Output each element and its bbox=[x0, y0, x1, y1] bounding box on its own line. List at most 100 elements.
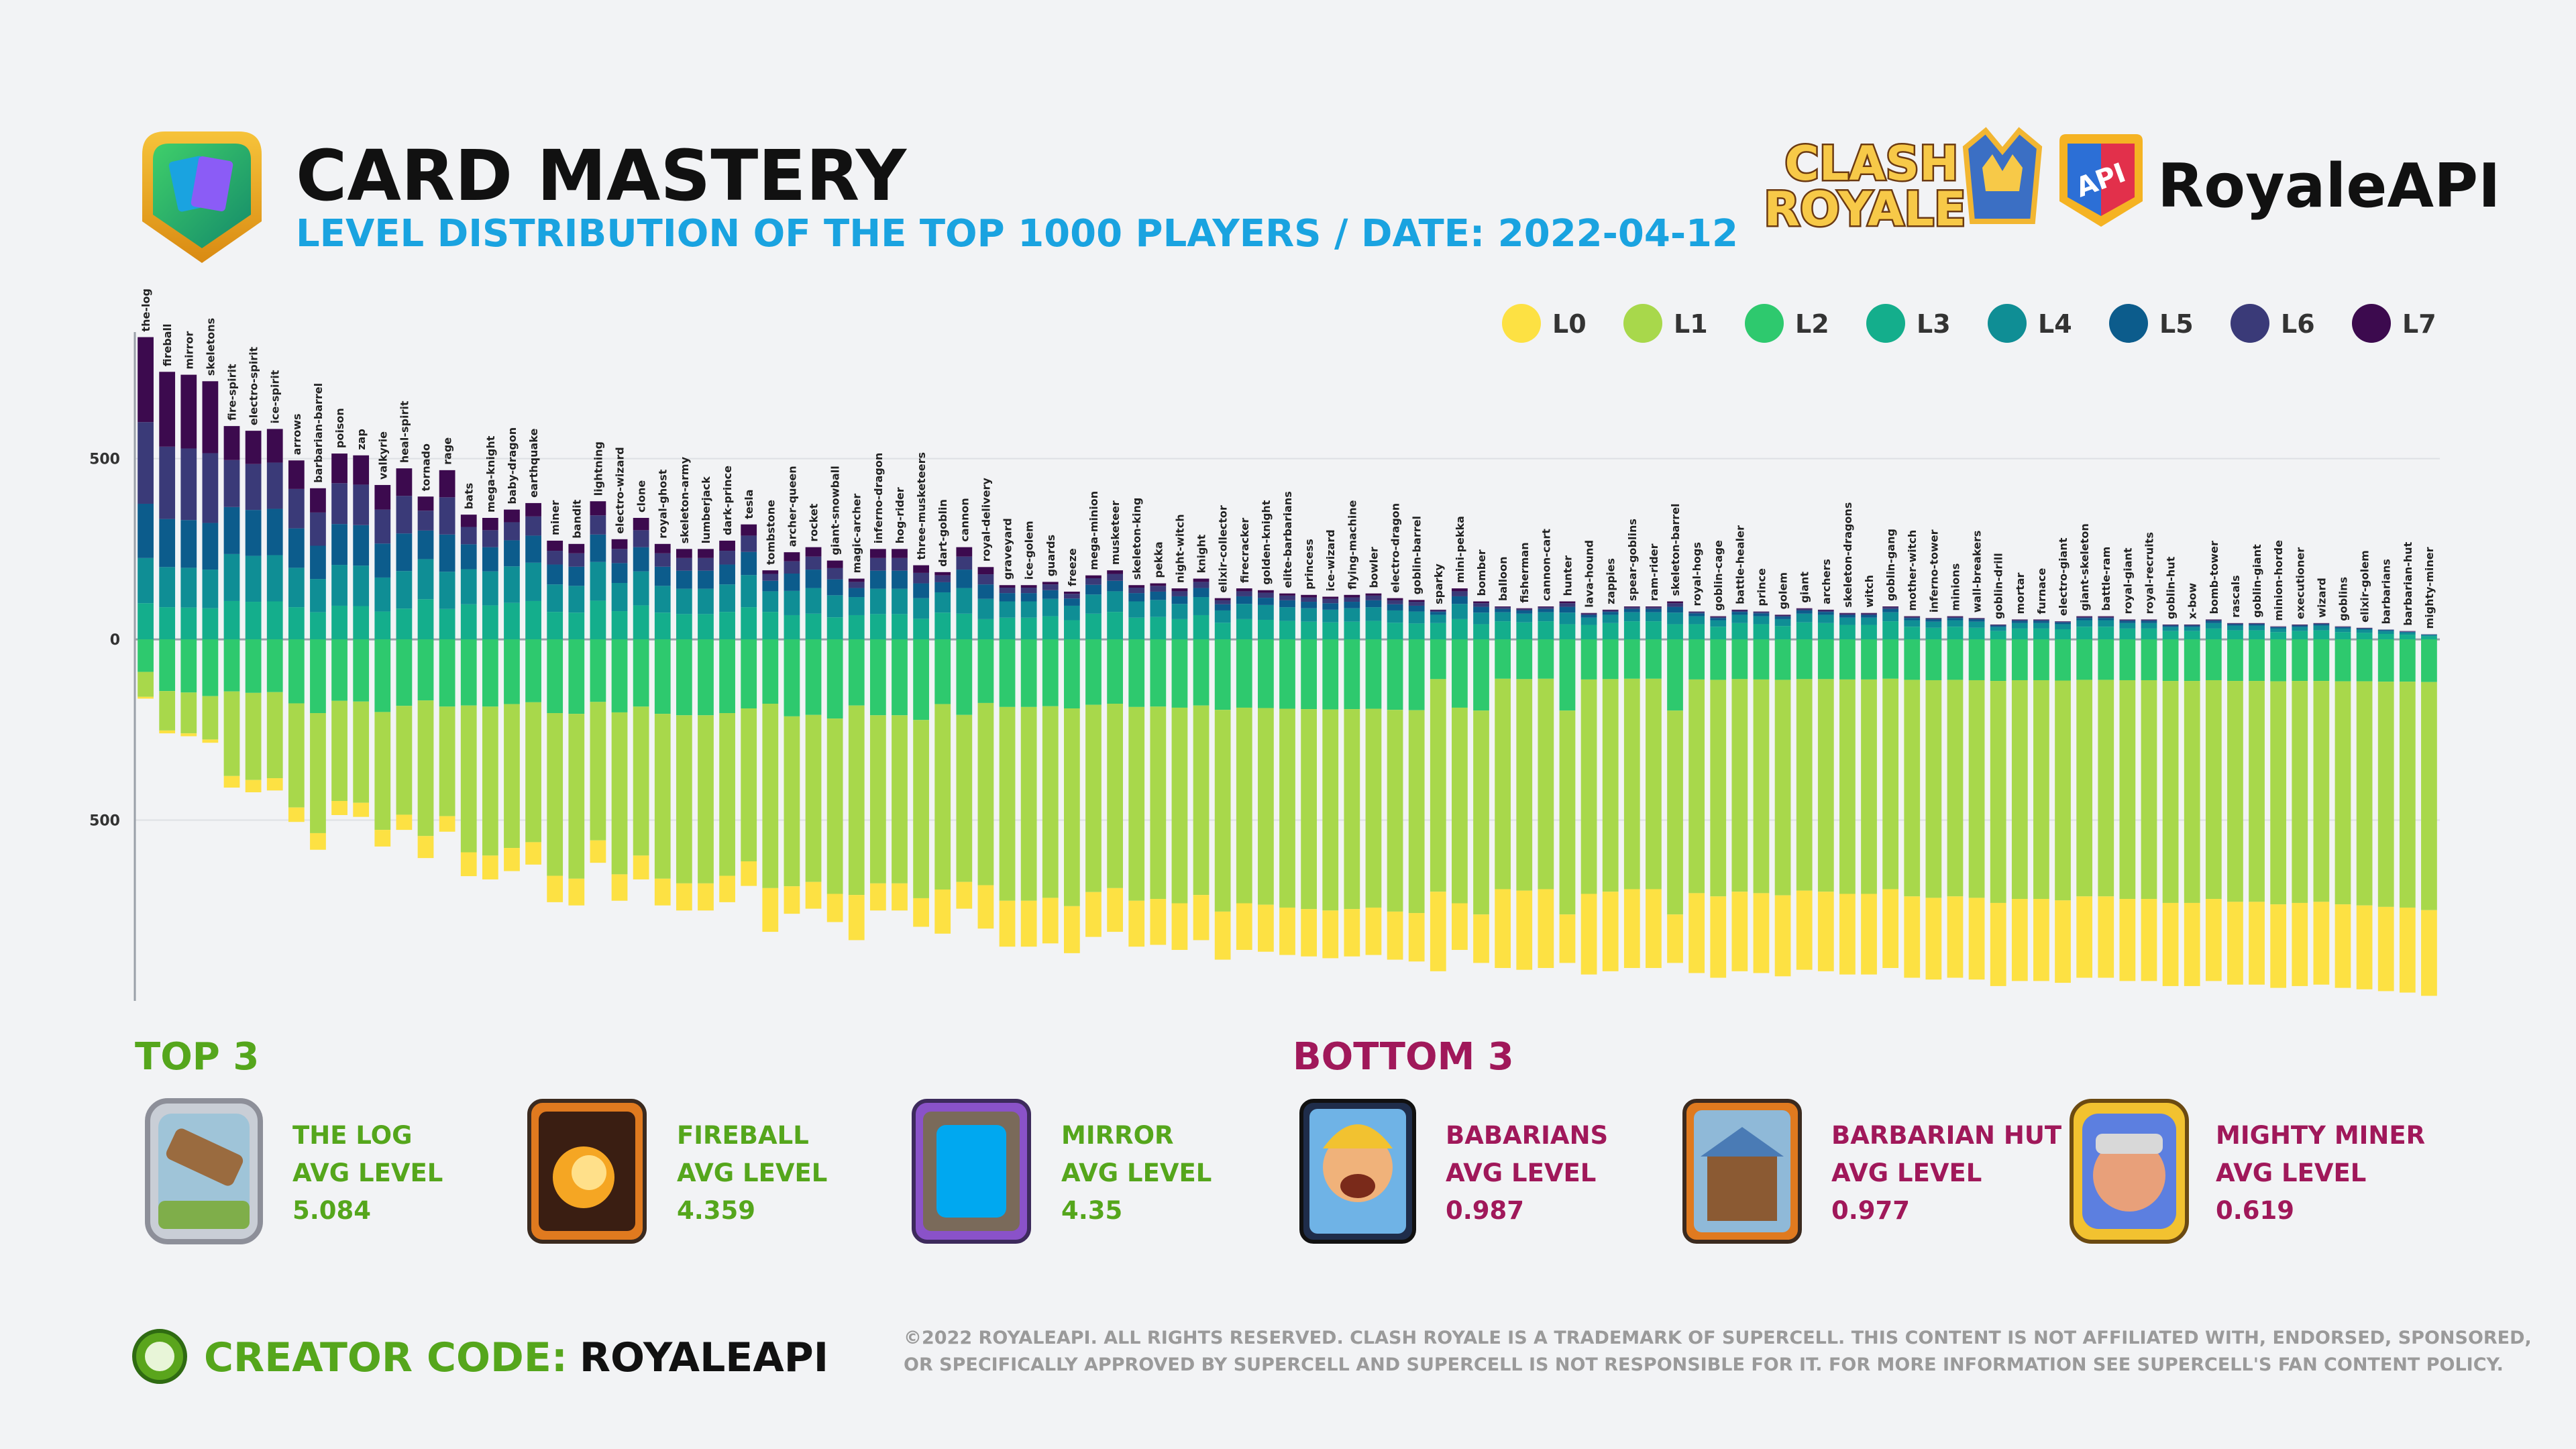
category-label: dark-prince bbox=[721, 466, 734, 535]
legend-swatch bbox=[1745, 304, 1784, 343]
bar-segment bbox=[180, 568, 197, 608]
bar-segment bbox=[2334, 904, 2351, 988]
bar-segment bbox=[504, 848, 520, 871]
bar-segment bbox=[439, 470, 455, 498]
card-image bbox=[1299, 1099, 1416, 1244]
bar-segment bbox=[2421, 636, 2437, 640]
bar-segment bbox=[1408, 600, 1425, 602]
bar-segment bbox=[2184, 681, 2200, 903]
bar-segment bbox=[2205, 623, 2222, 629]
category-label: royal-delivery bbox=[979, 478, 992, 562]
bar-segment bbox=[525, 562, 541, 601]
bar-segment bbox=[1258, 708, 1274, 905]
bar-segment bbox=[396, 608, 413, 640]
bar-segment bbox=[2055, 622, 2071, 625]
bar-segment bbox=[1279, 907, 1295, 955]
bar-segment bbox=[2249, 623, 2265, 625]
category-label: firecracker bbox=[1238, 518, 1251, 583]
bar-segment bbox=[2119, 623, 2136, 629]
bar-segment bbox=[633, 571, 649, 606]
bar-segment bbox=[2119, 680, 2136, 900]
category-label: goblin-hut bbox=[2165, 556, 2178, 619]
card-label: AVG LEVEL bbox=[1061, 1159, 1212, 1187]
bar-segment bbox=[956, 556, 973, 570]
category-label: golden-knight bbox=[1260, 500, 1273, 585]
bar-segment bbox=[374, 509, 391, 544]
bar-segment bbox=[1968, 898, 1985, 980]
bar-segment bbox=[1646, 889, 1662, 968]
category-label: mini-pekka bbox=[1454, 516, 1466, 583]
bar-segment bbox=[762, 639, 779, 704]
bar-segment bbox=[2119, 899, 2136, 981]
bar-segment bbox=[1150, 586, 1167, 592]
bar-segment bbox=[1925, 627, 1942, 640]
bar-segment bbox=[245, 639, 262, 693]
category-label: ram-rider bbox=[1648, 543, 1660, 601]
card-label: AVG LEVEL bbox=[2216, 1159, 2366, 1187]
bar-segment bbox=[439, 497, 455, 535]
bar-segment bbox=[2076, 620, 2093, 627]
bar-segment bbox=[2098, 618, 2114, 621]
bar-segment bbox=[2184, 625, 2200, 626]
bar-segment bbox=[1774, 616, 1791, 619]
bar-segment bbox=[741, 535, 757, 552]
bar-segment bbox=[2184, 625, 2200, 627]
bar-segment bbox=[1150, 600, 1167, 617]
bar-segment bbox=[2098, 616, 2114, 617]
bar-segment bbox=[1236, 619, 1252, 640]
bar-segment bbox=[1839, 617, 1856, 625]
bar-segment bbox=[848, 614, 865, 640]
bar-segment bbox=[2076, 639, 2093, 680]
bar-segment bbox=[374, 712, 391, 830]
clash-royale-logo: CLASH ROYALE bbox=[1762, 127, 2043, 239]
bar-segment bbox=[869, 588, 886, 614]
bar-segment bbox=[1085, 578, 1102, 585]
bar-segment bbox=[1688, 616, 1705, 625]
category-label: wall-breakers bbox=[1971, 531, 1984, 613]
bar-segment bbox=[1387, 639, 1403, 710]
bar-segment bbox=[1085, 613, 1102, 640]
bar-segment bbox=[417, 599, 434, 640]
legend-label: L1 bbox=[1674, 309, 1708, 339]
bar-segment bbox=[1839, 639, 1856, 680]
category-label: mighty-miner bbox=[2423, 547, 2436, 629]
bar-segment bbox=[1861, 613, 1877, 615]
bar-segment bbox=[633, 605, 649, 640]
bar-segment bbox=[2011, 623, 2028, 629]
card-label: AVG LEVEL bbox=[292, 1159, 443, 1187]
bar-segment bbox=[547, 612, 564, 640]
bar-segment bbox=[1236, 639, 1252, 708]
legend-swatch bbox=[2352, 304, 2391, 343]
bar-segment bbox=[460, 515, 477, 527]
bar-segment bbox=[1322, 910, 1339, 959]
bar-segment bbox=[310, 713, 326, 833]
category-label: valkyrie bbox=[376, 431, 389, 480]
bar-segment bbox=[719, 584, 735, 612]
bar-segment bbox=[2313, 624, 2330, 626]
bar-segment bbox=[396, 468, 413, 496]
bar-segment bbox=[1344, 602, 1360, 608]
bar-segment bbox=[1882, 608, 1899, 612]
bar-segment bbox=[353, 802, 370, 817]
bar-segment bbox=[310, 545, 326, 580]
bar-segment bbox=[1387, 710, 1403, 912]
bar-segment bbox=[719, 639, 735, 714]
card-value: 4.35 bbox=[1061, 1196, 1122, 1225]
bar-segment bbox=[1925, 621, 1942, 628]
bar-segment bbox=[1538, 612, 1554, 622]
bar-segment bbox=[1817, 623, 1834, 640]
bar-segment bbox=[2356, 628, 2373, 629]
bar-segment bbox=[654, 878, 671, 906]
bar-segment bbox=[1279, 595, 1295, 600]
coin-icon bbox=[132, 1329, 187, 1384]
bar-segment bbox=[547, 551, 564, 565]
bar-segment bbox=[1796, 608, 1813, 609]
bar-segment bbox=[2205, 628, 2222, 640]
bar-segment bbox=[1753, 624, 1770, 640]
bar-segment bbox=[331, 453, 347, 484]
bar-segment bbox=[288, 639, 305, 704]
bar-segment bbox=[611, 549, 628, 564]
bar-segment bbox=[999, 593, 1016, 602]
bar-segment bbox=[1904, 616, 1921, 617]
bar-segment bbox=[245, 602, 262, 640]
